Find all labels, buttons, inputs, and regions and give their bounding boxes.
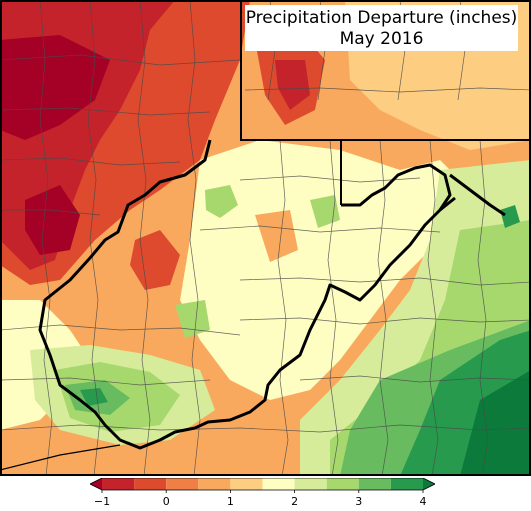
colorbar-bin <box>198 478 231 490</box>
colorbar <box>89 477 436 493</box>
map-outer-frame <box>0 0 531 476</box>
title-box: Precipitation Departure (inches) May 201… <box>245 5 518 51</box>
region-orange-spot-central <box>255 210 298 262</box>
colorbar-bin <box>326 478 359 490</box>
region-wet-northeast-spot <box>500 205 520 228</box>
colorbar-tick-label: 3 <box>355 495 363 508</box>
region-driest-north <box>1 35 110 140</box>
map-title: Precipitation Departure (inches) <box>245 8 518 28</box>
ohio-pennsylvania-border <box>240 1 530 141</box>
colorbar-bin <box>390 478 423 490</box>
map-frame: Precipitation Departure (inches) May 201… <box>0 0 531 476</box>
colorbar-bin <box>262 478 295 490</box>
colorbar-bin <box>358 478 391 490</box>
region-driest-west <box>25 185 80 255</box>
colorbar-tick-label: 0 <box>162 495 170 508</box>
colorbar-tick-label: −1 <box>93 495 111 508</box>
region-very-wet-southwest <box>80 388 108 406</box>
precipitation-map <box>0 0 531 476</box>
colorbar-bin <box>134 478 167 490</box>
region-driest-northeast-ohio <box>275 60 310 110</box>
colorbar-tick-label: 4 <box>419 495 427 508</box>
colorbar-bin <box>166 478 199 490</box>
region-green-spot-central-1 <box>205 185 238 218</box>
colorbar-bin <box>230 478 263 490</box>
colorbar-tick-label: 1 <box>226 495 234 508</box>
colorbar-bin <box>423 478 435 490</box>
colorbar-bin <box>294 478 327 490</box>
colorbar-bin <box>102 478 135 490</box>
colorbar-bin <box>90 478 102 490</box>
region-dry-central-patch <box>130 230 180 290</box>
colorbar-legend: −1 0 1 2 3 4 <box>89 477 436 511</box>
region-wettest-southeast <box>460 370 530 475</box>
west-virginia-outline <box>38 139 506 450</box>
virginia-southern-border <box>1 444 121 471</box>
colorbar-tick-label: 2 <box>291 495 299 508</box>
map-subtitle: May 2016 <box>339 29 424 49</box>
region-orange-spot-south <box>222 420 268 468</box>
region-pale-yellow-central <box>180 140 470 400</box>
state-borders <box>240 1 530 205</box>
